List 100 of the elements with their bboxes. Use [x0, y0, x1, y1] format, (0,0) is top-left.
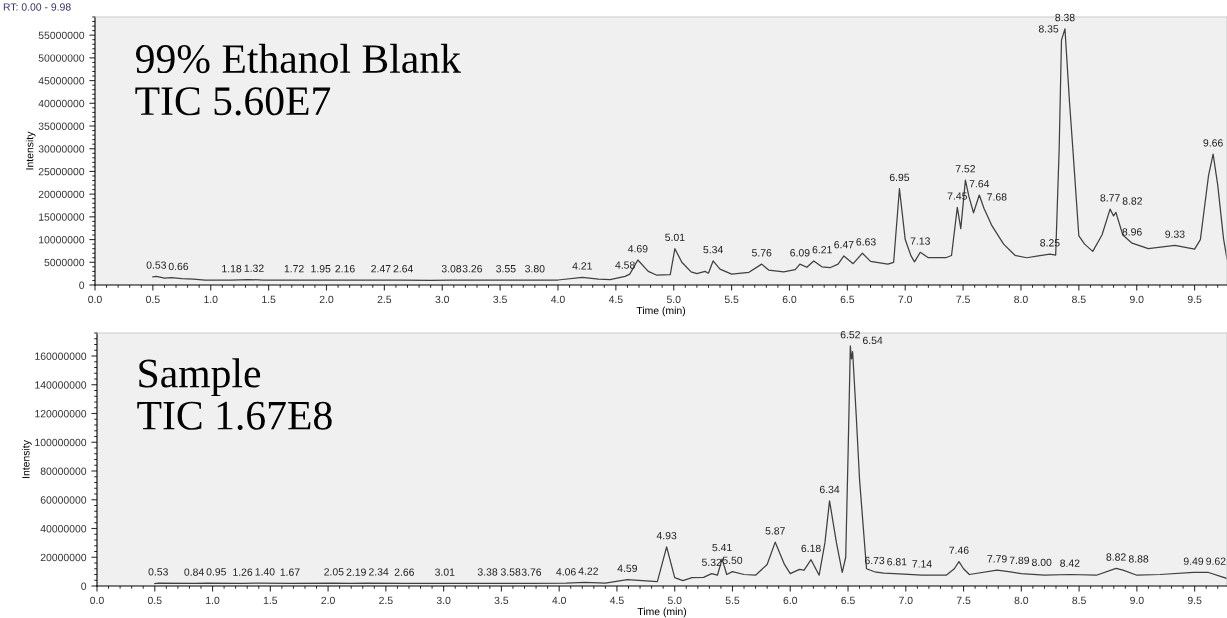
y-tick-label: 40000000 — [40, 525, 87, 533]
annotation: 9.66 — [1203, 139, 1223, 147]
y-tick-label: 100000000 — [35, 438, 87, 447]
y-tick-label: 80000000 — [40, 467, 87, 475]
y-tick-label: 0 — [79, 281, 85, 289]
x-tick-label: 1.0 — [206, 596, 220, 605]
x-tick-label: 5.0 — [666, 295, 681, 304]
annotation: 5.76 — [751, 249, 772, 257]
x-tick-label: 2.0 — [319, 295, 334, 304]
x-tick-label: 9.0 — [1129, 295, 1144, 304]
x-tick-label: 0.0 — [90, 596, 104, 605]
annotation: 6.47 — [834, 240, 854, 249]
annotation: 3.26 — [462, 265, 483, 273]
annotation: 4.59 — [617, 564, 637, 573]
annotation: 6.09 — [790, 249, 810, 257]
annotation: 1.67 — [280, 568, 300, 576]
x-tick-label: 0.0 — [88, 295, 102, 304]
x-tick-label: 7.0 — [898, 295, 913, 304]
annotation: 8.77 — [1100, 194, 1120, 202]
annotation: 0.53 — [148, 568, 168, 576]
annotation: 9.49 — [1183, 557, 1204, 565]
annotation: 8.00 — [1032, 558, 1052, 567]
y-tick-label: 40000000 — [38, 99, 85, 108]
x-tick-label: 6.5 — [840, 295, 855, 304]
annotation: 5.34 — [703, 245, 723, 254]
annotation: 7.14 — [912, 560, 932, 568]
x-tick-label: 1.0 — [204, 295, 218, 304]
annotation: 99% Ethanol Blank TIC 5.60E7 — [135, 43, 461, 116]
annotation: 0.53 — [146, 261, 167, 269]
annotation: 4.58 — [615, 261, 635, 269]
annotation: 7.64 — [969, 180, 990, 188]
x-tick-label: 3.5 — [494, 596, 509, 605]
x-tick-label: 8.5 — [1072, 596, 1086, 605]
annotation: 8.82 — [1106, 553, 1126, 561]
annotation: 3.38 — [477, 568, 498, 576]
annotation: 8.88 — [1128, 555, 1149, 563]
x-tick-label: 5.0 — [667, 596, 682, 605]
y-tick-label: 120000000 — [35, 410, 87, 418]
y-tick-label: 30000000 — [38, 145, 85, 153]
annotation: 0.84 — [184, 568, 204, 576]
y-tick-label: 25000000 — [38, 167, 85, 176]
annotation: 2.34 — [369, 568, 389, 576]
annotation: 6.81 — [887, 558, 907, 566]
annotation: 3.80 — [525, 265, 545, 273]
x-tick-label: 0.5 — [147, 596, 162, 605]
y-tick-label: 5000000 — [44, 258, 85, 267]
x-tick-label: 4.0 — [552, 596, 566, 605]
annotation: 6.52 — [840, 330, 860, 339]
x-tick-label: 6.0 — [783, 596, 798, 605]
y-tick-label: 20000000 — [38, 190, 85, 199]
y-tick-label: 50000000 — [38, 54, 85, 62]
x-tick-label: 2.5 — [379, 596, 393, 605]
x-tick-label: 8.0 — [1014, 295, 1028, 304]
annotation: 3.01 — [435, 568, 455, 576]
x-tick-label: 9.5 — [1187, 295, 1202, 304]
annotation: 2.16 — [335, 265, 355, 273]
x-tick-label: 1.5 — [262, 295, 276, 304]
annotation: 2.66 — [394, 568, 415, 576]
annotation: 7.68 — [987, 193, 1007, 201]
annotation: 6.63 — [856, 238, 876, 246]
x-tick-label: 9.0 — [1130, 596, 1144, 605]
annotation: 7.79 — [987, 555, 1007, 563]
annotation: 3.58 — [500, 568, 521, 576]
annotation: 2.47 — [371, 265, 391, 273]
annotation: 2.64 — [393, 265, 413, 273]
x-tick-label: 7.5 — [956, 596, 971, 605]
y-axis-title: Intensity — [21, 440, 32, 478]
y-tick-label: 160000000 — [35, 352, 87, 360]
x-tick-label: 5.5 — [724, 295, 739, 304]
y-tick-label: 10000000 — [39, 236, 85, 244]
annotation: 1.18 — [222, 265, 242, 273]
annotation: 1.72 — [284, 265, 304, 273]
x-tick-label: 8.5 — [1072, 295, 1086, 304]
x-tick-label: 8.0 — [1014, 596, 1029, 605]
x-tick-label: 3.5 — [493, 295, 507, 304]
y-tick-label: 35000000 — [38, 122, 85, 130]
annotation: 5.01 — [665, 233, 685, 242]
annotation: 4.69 — [627, 245, 648, 253]
annotation: 1.40 — [255, 568, 275, 576]
annotation: 6.95 — [889, 173, 910, 182]
annotation: 6.73 — [864, 556, 885, 565]
text: RT: 0.00 - 9.98 — [3, 3, 71, 11]
annotation: 8.35 — [1038, 25, 1059, 33]
annotation: 8.82 — [1122, 197, 1142, 205]
x-tick-label: 7.5 — [956, 295, 970, 304]
annotation: 2.05 — [324, 568, 344, 576]
annotation: 6.54 — [862, 336, 883, 345]
x-tick-label: 4.0 — [550, 295, 565, 304]
annotation: 8.42 — [1060, 559, 1080, 567]
annotation: 0.66 — [168, 262, 189, 271]
y-tick-label: 140000000 — [35, 381, 87, 389]
annotation: 4.21 — [572, 262, 592, 270]
annotation: 3.55 — [496, 265, 516, 273]
annotation: 7.52 — [955, 165, 976, 173]
annotation: 6.21 — [812, 245, 832, 254]
y-tick-label: 55000000 — [38, 31, 85, 40]
y-axis-title: Intensity — [25, 131, 36, 170]
x-tick-label: 0.5 — [146, 295, 160, 304]
annotation: 7.46 — [949, 546, 969, 554]
annotation: 2.19 — [346, 568, 366, 576]
